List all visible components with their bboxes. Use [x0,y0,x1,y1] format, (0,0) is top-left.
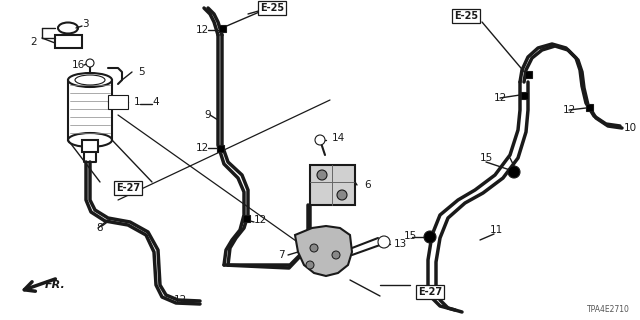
Ellipse shape [86,59,94,67]
Text: 15: 15 [404,231,417,241]
Polygon shape [295,226,352,276]
Circle shape [310,244,318,252]
Text: 12: 12 [494,93,508,103]
Bar [108,95,128,109]
Text: 2: 2 [30,37,36,47]
Circle shape [306,261,314,269]
Text: 5: 5 [138,67,145,77]
Text: 3: 3 [82,19,88,29]
Text: E-27: E-27 [418,287,442,297]
Text: 8: 8 [96,223,102,233]
Circle shape [508,166,520,178]
Polygon shape [55,35,82,48]
Bar [243,214,250,221]
Bar [520,92,527,99]
Text: 1: 1 [134,97,141,107]
Ellipse shape [58,22,78,34]
Text: TPA4E2710: TPA4E2710 [587,305,630,314]
Bar [82,140,98,152]
Text: 16: 16 [72,60,85,70]
Bar [586,103,593,110]
Text: 6: 6 [364,180,371,190]
Ellipse shape [68,73,112,87]
Text: E-25: E-25 [454,11,478,21]
Text: 9: 9 [204,110,211,120]
Circle shape [424,231,436,243]
Bar [216,145,223,151]
Text: 7: 7 [278,250,285,260]
Text: 15: 15 [480,153,493,163]
Text: 12: 12 [254,215,268,225]
Circle shape [317,170,327,180]
Text: 14: 14 [332,133,345,143]
Text: E-27: E-27 [116,183,140,193]
Text: 4: 4 [152,97,159,107]
Text: 10: 10 [624,123,637,133]
Text: E-25: E-25 [260,3,284,13]
Circle shape [332,251,340,259]
Circle shape [378,236,390,248]
Text: 12: 12 [174,295,188,305]
Text: 12: 12 [563,105,576,115]
Text: 13: 13 [394,239,407,249]
Text: FR.: FR. [45,280,66,290]
Bar [525,70,531,77]
Bar [218,25,225,31]
Text: 12: 12 [196,25,209,35]
Bar [310,165,355,205]
Ellipse shape [68,133,112,147]
Circle shape [337,190,347,200]
Bar [68,80,112,140]
Text: 11: 11 [490,225,503,235]
Circle shape [315,135,325,145]
Text: 12: 12 [196,143,209,153]
